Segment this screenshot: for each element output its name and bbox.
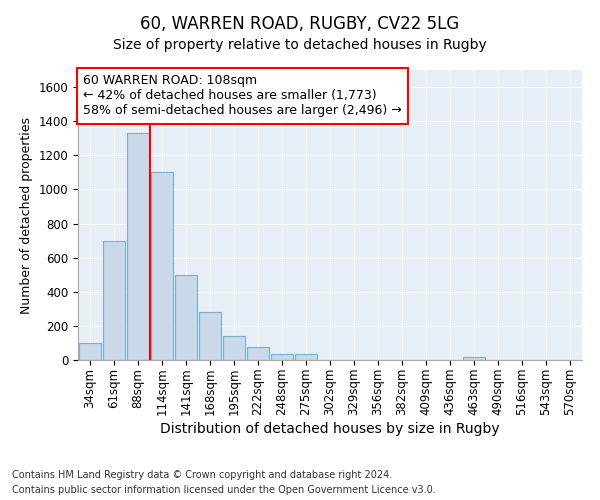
Text: Contains HM Land Registry data © Crown copyright and database right 2024.: Contains HM Land Registry data © Crown c… bbox=[12, 470, 392, 480]
Bar bbox=[175, 274, 197, 360]
Bar bbox=[79, 343, 101, 360]
Bar bbox=[463, 356, 485, 360]
Text: Size of property relative to detached houses in Rugby: Size of property relative to detached ho… bbox=[113, 38, 487, 52]
Bar bbox=[151, 172, 173, 360]
Bar bbox=[295, 354, 317, 360]
Bar bbox=[103, 240, 125, 360]
Bar bbox=[199, 312, 221, 360]
Text: Contains public sector information licensed under the Open Government Licence v3: Contains public sector information licen… bbox=[12, 485, 436, 495]
Text: 60 WARREN ROAD: 108sqm
← 42% of detached houses are smaller (1,773)
58% of semi-: 60 WARREN ROAD: 108sqm ← 42% of detached… bbox=[83, 74, 402, 118]
Bar bbox=[247, 347, 269, 360]
Bar bbox=[223, 336, 245, 360]
Text: 60, WARREN ROAD, RUGBY, CV22 5LG: 60, WARREN ROAD, RUGBY, CV22 5LG bbox=[140, 15, 460, 33]
Bar bbox=[127, 133, 149, 360]
Text: Distribution of detached houses by size in Rugby: Distribution of detached houses by size … bbox=[160, 422, 500, 436]
Bar bbox=[271, 354, 293, 360]
Y-axis label: Number of detached properties: Number of detached properties bbox=[20, 116, 33, 314]
